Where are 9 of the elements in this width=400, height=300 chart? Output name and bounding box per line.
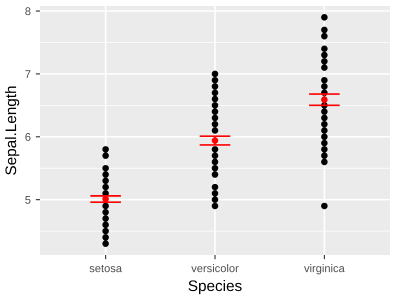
x-tick-label: versicolor — [191, 264, 239, 272]
x-tick-label: setosa — [90, 264, 122, 272]
y-axis-title: Sepal.Length — [4, 86, 20, 175]
y-tick-label: 7 — [25, 70, 30, 78]
y-tick-label: 6 — [25, 133, 30, 141]
y-tick-label: 8 — [25, 7, 30, 16]
x-axis-title: Species — [188, 280, 242, 294]
y-tick-label: 5 — [25, 196, 31, 204]
x-tick-label: virginica — [304, 264, 345, 274]
